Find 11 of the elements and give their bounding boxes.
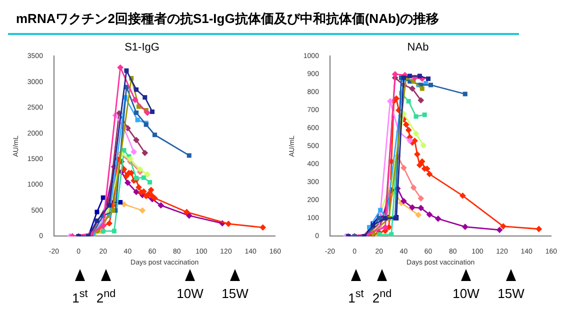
text: 10W xyxy=(176,285,204,303)
text: 15W xyxy=(220,285,250,303)
text: 1$^{st}$ xyxy=(348,288,364,306)
chart-subtitle: S1-IgG xyxy=(124,42,160,54)
text: 2$^{nd}$ xyxy=(371,287,393,308)
chart-subtitle: NAb xyxy=(407,42,429,54)
text: 1$^{st}$ xyxy=(72,288,88,306)
text: 15W xyxy=(496,285,526,303)
chart-title: mRNAワクチン2回接種者の抗S1-IgG抗体価及び中和抗体価(NAb)の推移 xyxy=(8,8,519,35)
text: 10W xyxy=(452,285,480,303)
text: 2$^{nd}$ xyxy=(95,287,117,308)
